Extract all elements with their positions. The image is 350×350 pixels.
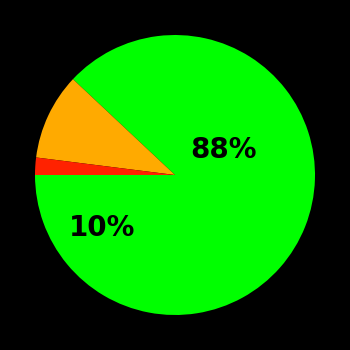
Wedge shape <box>35 158 175 175</box>
Wedge shape <box>36 79 175 175</box>
Text: 88%: 88% <box>191 136 257 164</box>
Text: 10%: 10% <box>69 214 135 242</box>
Wedge shape <box>35 35 315 315</box>
